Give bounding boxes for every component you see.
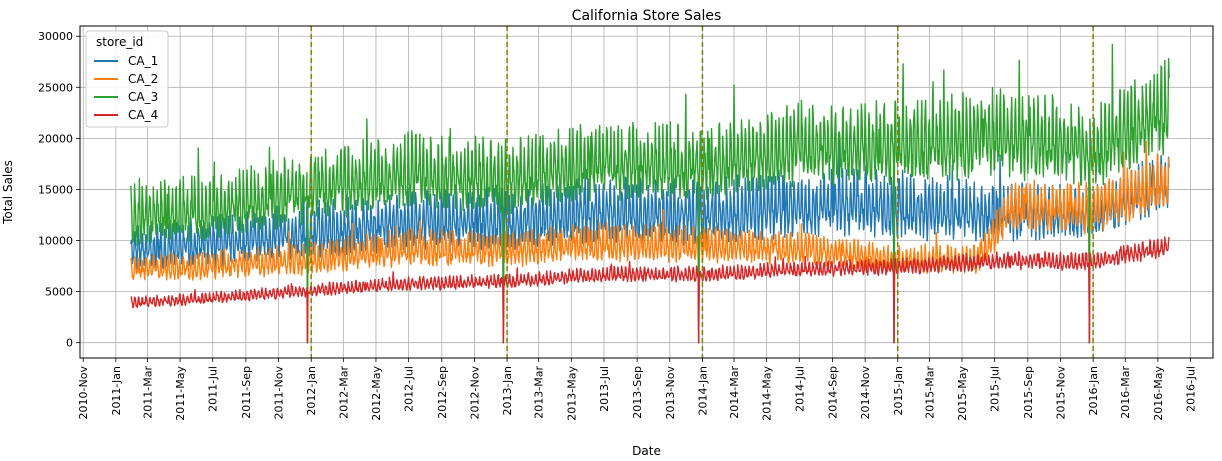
x-tick-label: 2012-Jan <box>305 366 318 416</box>
x-tick-label: 2015-Nov <box>1054 366 1067 420</box>
x-tick-label: 2014-May <box>761 366 774 421</box>
x-tick-label: 2013-Sep <box>631 366 644 419</box>
x-tick-label: 2010-Nov <box>77 366 90 420</box>
x-tick-label: 2013-Jul <box>598 366 611 412</box>
x-tick-label: 2011-Mar <box>141 366 154 419</box>
x-tick-label: 2012-May <box>370 366 383 421</box>
y-axis: 0 5000 10000 15000 20000 25000 30000 <box>38 30 80 350</box>
x-tick-label: 2012-Nov <box>468 366 481 420</box>
legend-label: CA_4 <box>128 108 158 122</box>
x-tick-label: 2012-Sep <box>436 366 449 419</box>
plot-frame <box>79 25 1214 359</box>
y-axis-title: Total Sales <box>1 160 15 225</box>
x-tick-label: 2014-Mar <box>728 366 741 419</box>
x-tick-label: 2012-Jul <box>403 366 416 412</box>
x-tick-label: 2013-Jan <box>501 366 514 416</box>
x-tick-label: 2011-Sep <box>240 366 253 419</box>
series-line-ca-2 <box>130 140 1170 344</box>
legend: store_id CA_1 CA_2 CA_3 CA_4 <box>85 30 169 128</box>
x-tick-label: 2016-Jan <box>1087 366 1100 416</box>
x-tick-label: 2011-Jan <box>110 366 123 416</box>
y-tick-label: 0 <box>66 337 73 350</box>
x-tick-label: 2016-Mar <box>1119 366 1132 419</box>
x-axis-title: Date <box>632 444 661 458</box>
x-tick-label: 2015-Sep <box>1022 366 1035 419</box>
x-tick-label: 2016-Jul <box>1185 366 1198 412</box>
legend-label: CA_1 <box>128 54 158 68</box>
x-tick-label: 2015-May <box>956 366 969 421</box>
legend-box <box>85 30 169 128</box>
x-tick-label: 2015-Jul <box>989 366 1002 412</box>
series-line-ca-3 <box>130 43 1170 344</box>
legend-label: CA_3 <box>128 90 158 104</box>
x-tick-label: 2015-Jan <box>892 366 905 416</box>
y-tick-label: 30000 <box>38 30 73 43</box>
x-tick-label: 2014-Jul <box>793 366 806 412</box>
x-tick-label: 2011-Jul <box>207 366 220 412</box>
x-tick-label: 2011-May <box>174 366 187 421</box>
x-tick-label: 2014-Sep <box>826 366 839 419</box>
x-tick-label: 2014-Jan <box>696 366 709 416</box>
x-tick-label: 2015-Mar <box>923 366 936 419</box>
y-tick-label: 15000 <box>38 183 73 196</box>
x-tick-label: 2011-Nov <box>273 366 286 420</box>
y-tick-label: 10000 <box>38 235 73 248</box>
chart-title: California Store Sales <box>572 8 722 24</box>
legend-label: CA_2 <box>128 72 158 86</box>
x-tick-label: 2013-May <box>565 366 578 421</box>
y-tick-label: 20000 <box>38 132 73 145</box>
vertical-markers <box>310 26 1094 358</box>
x-tick-label: 2016-May <box>1152 366 1165 421</box>
x-axis: 2010-Nov 2011-Jan 2011-Mar 2011-May 2011-Jul… <box>77 358 1198 421</box>
x-tick-label: 2014-Nov <box>859 366 872 420</box>
series-lines <box>130 43 1170 344</box>
x-tick-label: 2013-Nov <box>664 366 677 420</box>
x-tick-label: 2013-Mar <box>533 366 546 419</box>
x-tick-label: 2012-Mar <box>337 366 350 419</box>
series-line-ca-4 <box>130 236 1170 344</box>
y-tick-label: 5000 <box>45 286 73 299</box>
y-tick-label: 25000 <box>38 81 73 94</box>
legend-title: store_id <box>96 35 143 49</box>
